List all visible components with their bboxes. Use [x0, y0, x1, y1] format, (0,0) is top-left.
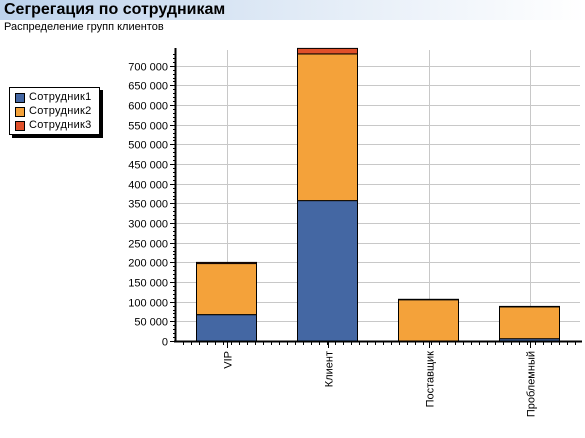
legend-swatch-series-1 [15, 93, 25, 103]
y-tick-label-12: 600 000 [128, 101, 168, 113]
y-tick-label-9: 450 000 [128, 160, 168, 172]
y-tick-label-3: 150 000 [128, 278, 168, 290]
legend-label-series-3: Сотрудник3 [29, 119, 92, 131]
x-tick-label-3: Проблемный [526, 351, 538, 417]
y-tick-label-0: 0 [162, 337, 168, 349]
chart-header: Сегрегация по сотрудникам [0, 0, 585, 20]
axes: 0 50 000 100 000 150 000 200 000 250 000 300 0… [128, 48, 582, 417]
y-tick-label-4: 200 000 [128, 258, 168, 270]
x-tick-label-0: VIP [223, 351, 235, 369]
chart-subtitle: Распределение групп клиентов [4, 21, 164, 33]
legend-label-series-1: Сотрудник1 [29, 91, 92, 103]
legend-label-series-2: Сотрудник2 [29, 105, 92, 117]
bar-3-4 [499, 305, 560, 308]
bar-2-3 [398, 299, 459, 342]
chart-title: Сегрегация по сотрудникам [4, 1, 226, 18]
bar-2-4 [499, 306, 560, 340]
y-tick-label-6: 300 000 [128, 219, 168, 231]
bar-3-3 [398, 298, 459, 301]
bar-1-1 [196, 314, 257, 342]
bars [196, 47, 560, 342]
bar-3-1 [196, 261, 257, 265]
y-tick-label-8: 400 000 [128, 180, 168, 192]
legend-swatch-series-2 [15, 107, 25, 117]
x-tick-label-2: Поставщик [425, 351, 437, 408]
y-tick-label-10: 500 000 [128, 140, 168, 152]
y-tick-label-1: 50 000 [134, 317, 168, 329]
y-tick-label-5: 250 000 [128, 239, 168, 251]
y-tick-label-2: 100 000 [128, 298, 168, 310]
y-tick-label-13: 650 000 [128, 81, 168, 93]
bar-2-2 [297, 53, 358, 202]
y-tick-label-11: 550 000 [128, 121, 168, 133]
x-tick-label-1: Клиент [324, 351, 336, 387]
y-tick-label-14: 700 000 [128, 62, 168, 74]
bar-2-1 [196, 263, 257, 316]
bar-1-2 [297, 200, 358, 342]
legend-swatch-series-3 [15, 121, 25, 131]
y-tick-label-7: 350 000 [128, 199, 168, 211]
chart-legend: Сотрудник1 Сотрудник2 Сотрудник3 [9, 87, 100, 135]
bar-3-2 [297, 47, 358, 55]
